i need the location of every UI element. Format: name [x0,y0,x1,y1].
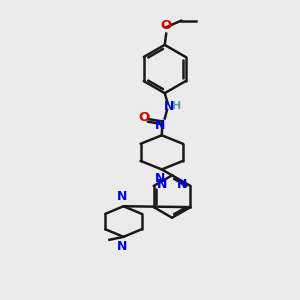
Text: N: N [155,172,166,185]
Text: N: N [177,178,188,191]
Text: O: O [138,111,149,124]
Text: N: N [117,190,127,203]
Text: H: H [172,100,181,110]
Text: O: O [160,19,172,32]
Text: N: N [155,119,166,132]
Text: N: N [164,100,175,112]
Text: N: N [157,178,167,191]
Text: N: N [117,240,127,253]
